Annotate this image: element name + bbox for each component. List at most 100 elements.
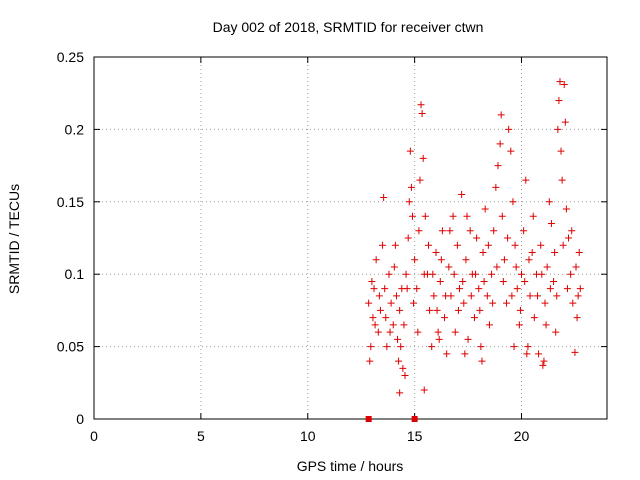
data-point (481, 205, 489, 213)
data-point (559, 241, 567, 249)
data-point (433, 306, 441, 314)
data-point (492, 183, 500, 191)
data-point (405, 198, 413, 206)
data-point (520, 227, 528, 235)
data-point (466, 227, 474, 235)
data-point (565, 234, 573, 242)
data-point (386, 328, 394, 336)
data-point (418, 109, 426, 117)
x-axis-label: GPS time / hours (297, 458, 404, 474)
tick-layer: 0 0.05 0.1 0.15 0.2 0.25 0 5 10 15 20 (57, 49, 607, 444)
data-point (382, 314, 390, 322)
x-tick-label: 15 (407, 428, 423, 444)
data-point (509, 198, 517, 206)
y-tick-label: 0.05 (57, 339, 84, 355)
data-point (402, 270, 410, 278)
data-point (437, 256, 445, 264)
data-point (367, 343, 375, 351)
data-point (400, 321, 408, 329)
points-layer (365, 78, 584, 397)
data-point (462, 256, 470, 264)
data-point (380, 193, 388, 201)
data-point (441, 314, 449, 322)
data-point (503, 299, 511, 307)
data-point (551, 248, 559, 256)
data-point (379, 241, 387, 249)
data-point (408, 212, 416, 220)
data-point (513, 285, 521, 293)
data-point (391, 241, 399, 249)
data-point (370, 285, 378, 293)
data-point (411, 256, 419, 264)
data-point (518, 270, 525, 278)
data-point (489, 299, 497, 307)
data-point (456, 285, 464, 293)
data-point (483, 292, 491, 300)
data-point (443, 350, 451, 358)
data-point (529, 212, 537, 220)
data-point (567, 270, 575, 278)
data-point (543, 263, 551, 271)
data-point (472, 270, 480, 278)
y-axis-label: SRMTID / TECUs (6, 184, 22, 294)
axis-marker (365, 416, 372, 422)
data-point (534, 292, 542, 300)
data-point (464, 335, 472, 343)
data-point (563, 285, 571, 293)
axis-marker (411, 416, 418, 422)
data-point (459, 277, 467, 285)
data-point (417, 101, 425, 109)
data-point (389, 321, 397, 329)
data-point (568, 227, 576, 235)
data-point (376, 306, 384, 314)
data-point (473, 234, 481, 242)
data-point (410, 299, 418, 307)
data-point (438, 227, 446, 235)
x-tick-label: 5 (197, 428, 205, 444)
data-point (453, 241, 461, 249)
data-point (458, 191, 466, 199)
x-tick-label: 20 (514, 428, 530, 444)
data-point (475, 285, 483, 293)
data-point (432, 248, 440, 256)
data-point (507, 147, 515, 155)
data-point (467, 292, 475, 300)
x-tick-label: 0 (90, 428, 98, 444)
data-point (539, 361, 547, 369)
data-point (372, 256, 380, 264)
data-point (407, 183, 415, 191)
data-point (371, 321, 379, 329)
data-point (403, 285, 411, 293)
data-point (470, 314, 478, 322)
data-point (399, 364, 407, 372)
data-point (461, 350, 469, 358)
data-point (500, 256, 508, 264)
data-point (420, 270, 428, 278)
data-point (525, 256, 533, 264)
data-point (479, 248, 487, 256)
data-point (575, 248, 583, 256)
data-point (541, 299, 549, 307)
y-tick-label: 0.2 (65, 121, 85, 137)
data-point (569, 299, 577, 307)
data-point (369, 314, 377, 322)
data-point (521, 277, 529, 285)
data-point (555, 96, 563, 104)
data-point (522, 176, 530, 184)
data-point (556, 78, 564, 86)
data-point (436, 277, 444, 285)
data-point (477, 343, 485, 351)
data-point (545, 198, 553, 206)
data-point (426, 306, 434, 314)
data-point (442, 292, 450, 300)
data-point (494, 162, 502, 170)
data-point (414, 328, 422, 336)
data-point (429, 270, 437, 278)
data-point (375, 292, 383, 300)
data-point (554, 125, 562, 133)
data-point (445, 263, 453, 271)
data-point (558, 176, 566, 184)
data-point (528, 248, 536, 256)
data-point (366, 357, 374, 365)
